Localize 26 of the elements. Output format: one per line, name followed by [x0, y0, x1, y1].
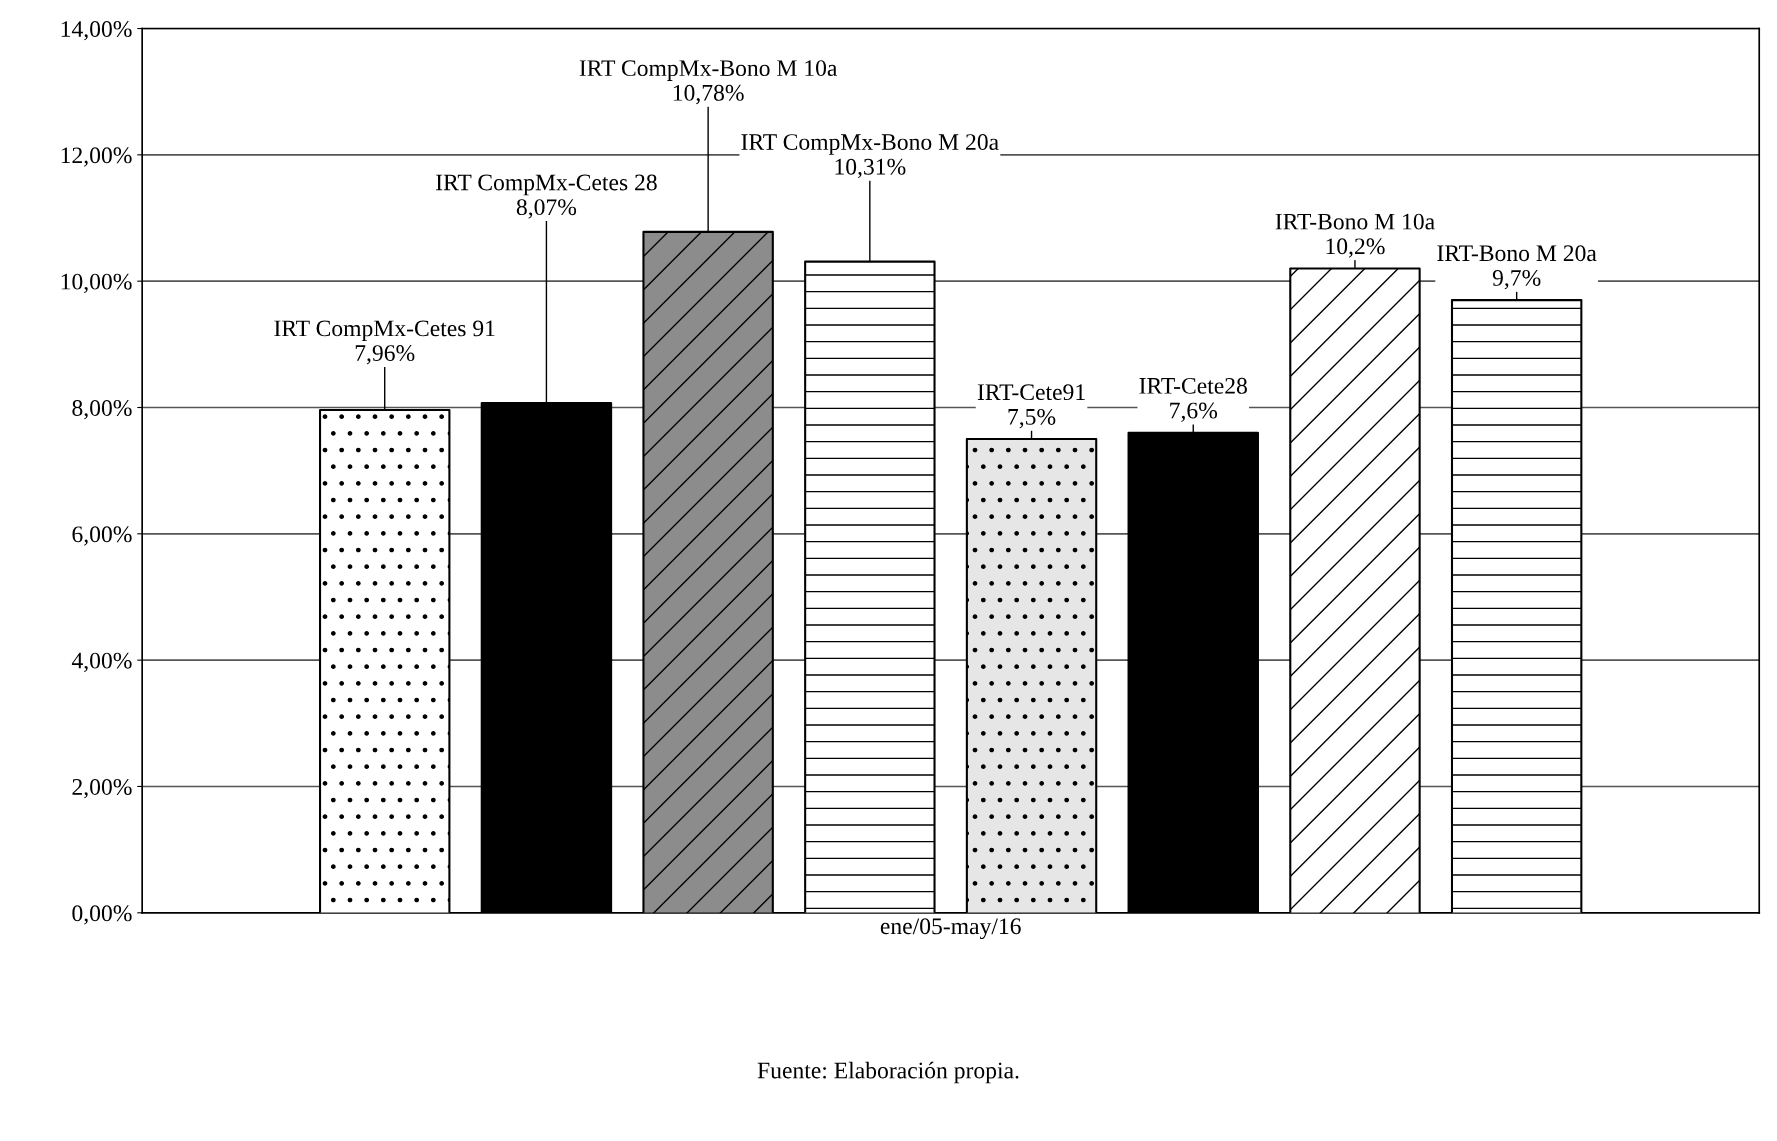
x-tick-label: ene/05-may/16: [880, 918, 1021, 940]
data-label: 10,78%: [673, 84, 744, 105]
series-label: IRT-Cete28: [1139, 377, 1247, 394]
y-tick-label: 12,00%: [61, 147, 132, 167]
y-tick-label: 0,00%: [72, 905, 132, 925]
text: IRT CompMx-Bono M 20a: [741, 134, 999, 155]
data-label: 10,2%: [1326, 238, 1385, 258]
data-label: 7,5%: [1008, 408, 1056, 429]
series-label: IRT-Bono M 20a: [1437, 245, 1597, 262]
data-label: 7,96%: [355, 345, 415, 365]
text: IRT CompMx-Bono M 10a: [579, 60, 838, 81]
y-tick-label: 14,00%: [61, 21, 132, 41]
y-tick-label: 4,00%: [71, 652, 132, 672]
data-label: 7,6%: [1170, 402, 1218, 422]
y-tick-label: 8,00%: [72, 399, 132, 420]
y-tick-label: 2,00%: [72, 778, 132, 799]
y-tick-label: 10,00%: [61, 273, 132, 293]
text: IRT CompMx-Cetes 91: [274, 320, 495, 342]
source-note: Fuente: Elaboración propia.: [757, 1061, 1019, 1084]
series-label: IRT-Bono M 10a: [1275, 213, 1435, 230]
data-label: 10,31%: [835, 158, 906, 179]
y-tick-label: 6,00%: [72, 526, 132, 546]
data-label: 8,07%: [516, 199, 577, 219]
data-label: 9,7%: [1492, 269, 1541, 290]
series-label: IRT-Cete91: [977, 384, 1085, 401]
text: IRT CompMx-Cetes 28: [436, 174, 657, 196]
